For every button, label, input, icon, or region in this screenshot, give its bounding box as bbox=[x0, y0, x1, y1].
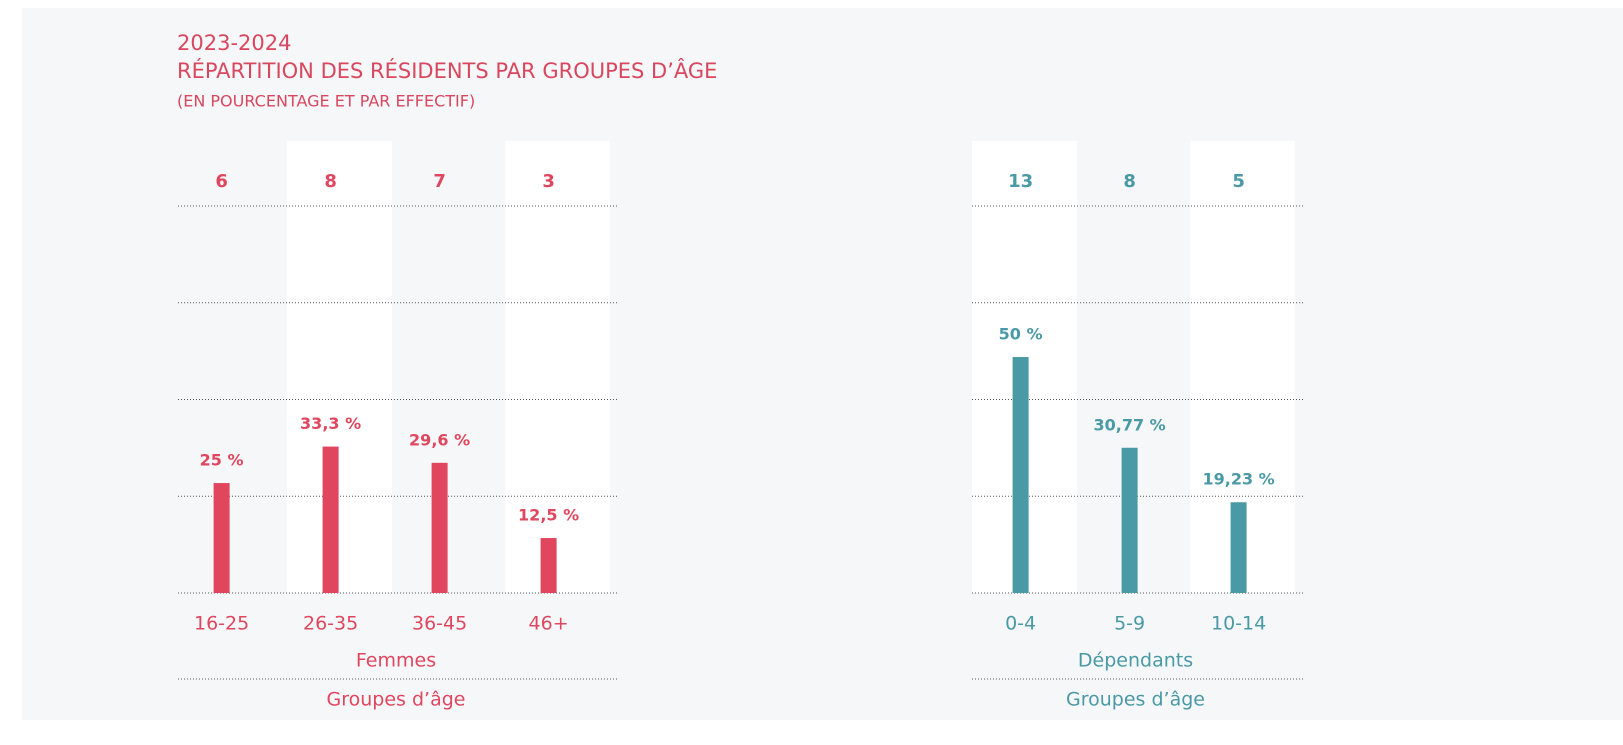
subtitle: (EN POURCENTAGE ET PAR EFFECTIF) bbox=[177, 92, 475, 111]
count-label: 6 bbox=[215, 171, 228, 192]
category-label: 16-25 bbox=[194, 613, 249, 635]
bar bbox=[322, 446, 339, 593]
x-axis-label: Groupes d’âge bbox=[1066, 689, 1205, 711]
value-label: 19,23 % bbox=[1202, 470, 1274, 489]
bar bbox=[431, 462, 448, 593]
year: 2023-2024 bbox=[177, 31, 291, 55]
value-label: 33,3 % bbox=[300, 414, 361, 433]
bar bbox=[1012, 357, 1029, 593]
category-label: 5-9 bbox=[1114, 613, 1145, 635]
value-label: 30,77 % bbox=[1093, 415, 1165, 434]
count-label: 3 bbox=[542, 171, 555, 192]
bar bbox=[1230, 502, 1247, 593]
value-label: 25 % bbox=[200, 451, 244, 470]
count-label: 7 bbox=[433, 171, 446, 192]
count-label: 13 bbox=[1008, 171, 1033, 192]
group-label: Femmes bbox=[356, 650, 436, 672]
category-label: 26-35 bbox=[303, 613, 358, 635]
category-label: 46+ bbox=[529, 613, 569, 635]
count-label: 5 bbox=[1232, 171, 1245, 192]
count-label: 8 bbox=[324, 171, 337, 192]
panel bbox=[22, 8, 1623, 720]
value-label: 29,6 % bbox=[409, 430, 470, 449]
group-label: Dépendants bbox=[1078, 650, 1193, 672]
x-axis-label: Groupes d’âge bbox=[327, 689, 466, 711]
column-band bbox=[287, 141, 392, 593]
category-label: 36-45 bbox=[412, 613, 467, 635]
category-label: 10-14 bbox=[1211, 613, 1266, 635]
bar bbox=[213, 483, 230, 593]
column-band bbox=[505, 141, 610, 593]
bar bbox=[1121, 447, 1138, 593]
value-label: 50 % bbox=[999, 325, 1043, 344]
count-label: 8 bbox=[1123, 171, 1136, 192]
bar bbox=[540, 538, 557, 593]
title: RÉPARTITION DES RÉSIDENTS PAR GROUPES D’… bbox=[177, 58, 717, 83]
value-label: 12,5 % bbox=[518, 506, 579, 525]
category-label: 0-4 bbox=[1005, 613, 1036, 635]
